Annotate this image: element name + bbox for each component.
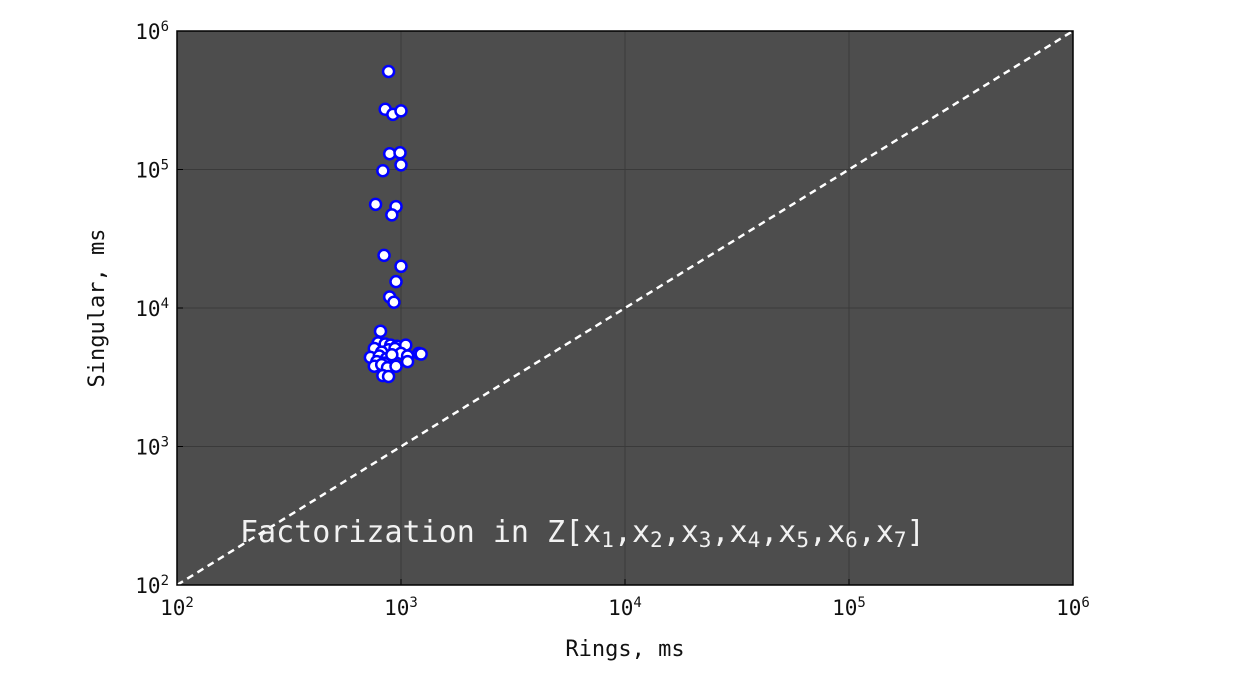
x-tick-label: 105 [832, 595, 866, 620]
annotation-separator: , [614, 515, 632, 550]
annotation-separator: , [809, 515, 827, 550]
y-tick-label: 104 [135, 296, 169, 321]
y-tick-label: 103 [135, 435, 169, 460]
data-point [377, 248, 391, 263]
annotation-variable: x [632, 515, 650, 550]
x-tick-label: 103 [384, 595, 418, 620]
annotation-variable: x [730, 515, 748, 550]
data-points [363, 64, 428, 384]
y-tick-label: 105 [135, 158, 169, 183]
annotation-separator: , [711, 515, 729, 550]
annotation-separator: , [858, 515, 876, 550]
x-axis-label: Rings, ms [565, 637, 684, 662]
x-tick-label: 104 [608, 595, 642, 620]
data-point [387, 295, 401, 310]
data-point [414, 347, 428, 361]
data-point [381, 64, 396, 79]
annotation-bracket: ] [907, 515, 925, 550]
annotation-variable: x [876, 515, 894, 550]
data-point [381, 369, 396, 384]
x-tick-label: 106 [1056, 595, 1090, 620]
annotation-variable: x [681, 515, 699, 550]
annotation-subscript: 1 [601, 528, 614, 552]
data-point [385, 347, 399, 362]
y-tick-label: 106 [135, 19, 169, 44]
y-tick-label: 102 [135, 573, 169, 598]
chart-annotation: Factorization in Z[x1,x2,x3,x4,x5,x6,x7] [240, 515, 925, 552]
annotation-subscript: 3 [699, 528, 712, 552]
data-point [389, 274, 403, 289]
annotation-subscript: 6 [845, 528, 858, 552]
data-point [400, 354, 415, 369]
data-point [368, 197, 383, 212]
reference-diagonal-line [176, 29, 1074, 587]
data-point [393, 146, 407, 160]
data-point [394, 158, 408, 172]
annotation-variable: x [827, 515, 845, 550]
annotation-prefix: Factorization in Z [240, 515, 565, 550]
annotation-subscript: 5 [796, 528, 809, 552]
annotation-variable: x [583, 515, 601, 550]
x-tick-label: 102 [160, 595, 194, 620]
annotation-subscript: 2 [650, 528, 663, 552]
data-point [394, 104, 408, 118]
data-point [385, 208, 399, 222]
annotation-separator: , [760, 515, 778, 550]
y-axis-ticks: 102 103 104 105 106 [135, 19, 183, 598]
data-point [373, 324, 388, 338]
annotation-subscript: 7 [894, 528, 907, 552]
data-point [394, 259, 408, 274]
x-axis-ticks: 102 103 104 105 106 [160, 579, 1090, 620]
annotation-separator: , [663, 515, 681, 550]
data-point [376, 163, 390, 178]
data-point [389, 359, 403, 373]
annotation-variable: x [778, 515, 796, 550]
annotation-bracket: [ [565, 515, 583, 550]
annotation-subscript: 4 [748, 528, 761, 552]
y-axis-label: Singular, ms [85, 229, 110, 388]
